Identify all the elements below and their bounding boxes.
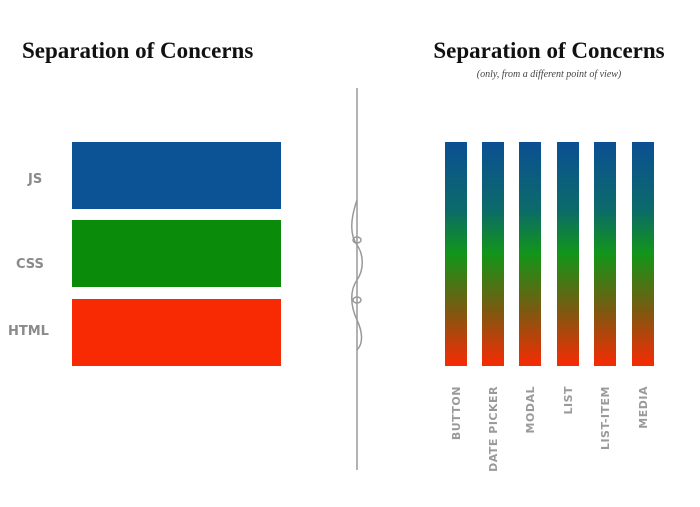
component-label: MODAL [524, 386, 537, 433]
css-layer [72, 220, 281, 287]
component-label: LIST [562, 386, 575, 415]
component-columns [445, 142, 654, 366]
left-title: Separation of Concerns [22, 38, 253, 63]
layer-label: JS [27, 172, 42, 187]
component-column [482, 142, 504, 366]
component-column [519, 142, 541, 366]
component-column [632, 142, 654, 366]
component-label: DATE PICKER [487, 386, 500, 472]
component-label: BUTTON [450, 386, 463, 440]
component-label: LIST-ITEM [599, 386, 612, 450]
layer-label: CSS [16, 257, 44, 272]
subtitle: (only, from a different point of view) [477, 69, 622, 80]
component-column [557, 142, 579, 366]
component-column [594, 142, 616, 366]
right-title: Separation of Concerns [433, 38, 664, 63]
html-layer [72, 299, 281, 366]
js-layer [72, 142, 281, 209]
layer-label: HTML [8, 324, 49, 339]
component-label: MEDIA [637, 386, 650, 429]
component-column [445, 142, 467, 366]
divider [351, 88, 363, 470]
